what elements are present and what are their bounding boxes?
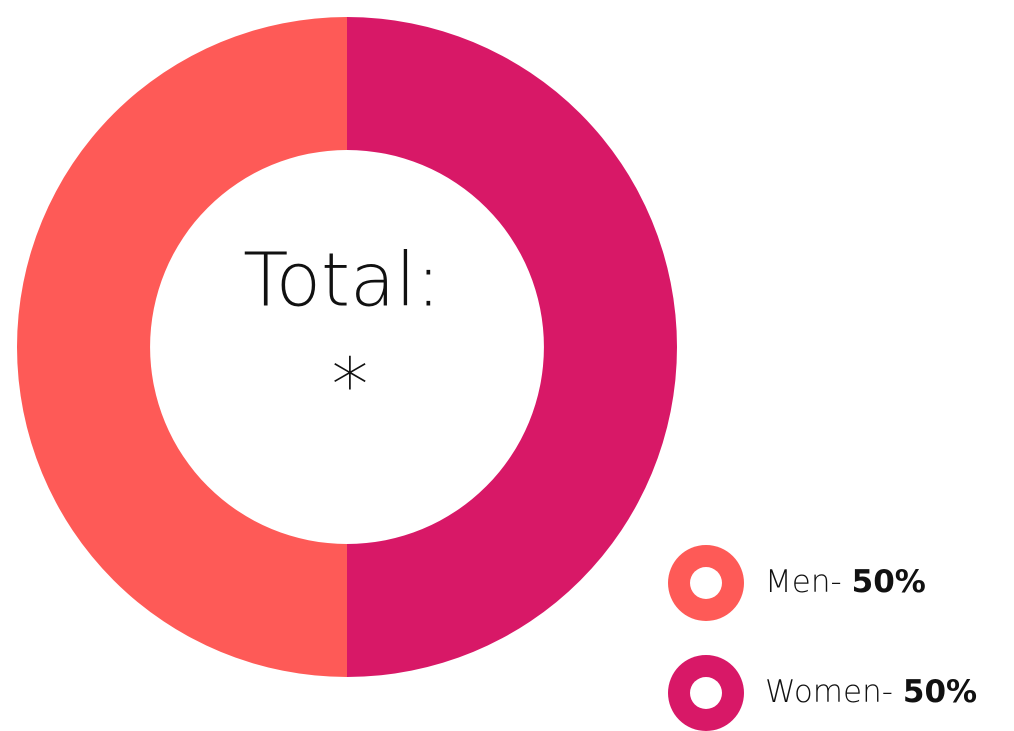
legend-entry: Women- 50%	[765, 674, 977, 710]
donut-segment	[17, 17, 347, 677]
legend-swatch-hole	[690, 677, 722, 709]
legend-value: 50%	[852, 564, 926, 600]
legend-label: Women-	[765, 674, 893, 710]
legend-entry: Men- 50%	[765, 564, 926, 600]
center-value: *	[332, 343, 369, 429]
donut-segment	[347, 17, 677, 677]
legend-value: 50%	[903, 674, 977, 710]
legend-swatch-hole	[690, 567, 722, 599]
center-label: Total:	[243, 238, 441, 324]
legend-label: Men-	[765, 564, 842, 600]
